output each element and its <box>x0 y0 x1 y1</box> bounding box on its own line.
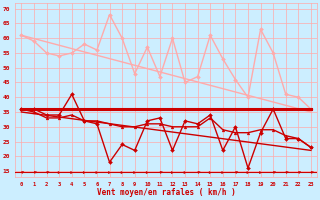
X-axis label: Vent moyen/en rafales ( km/h ): Vent moyen/en rafales ( km/h ) <box>97 188 236 197</box>
